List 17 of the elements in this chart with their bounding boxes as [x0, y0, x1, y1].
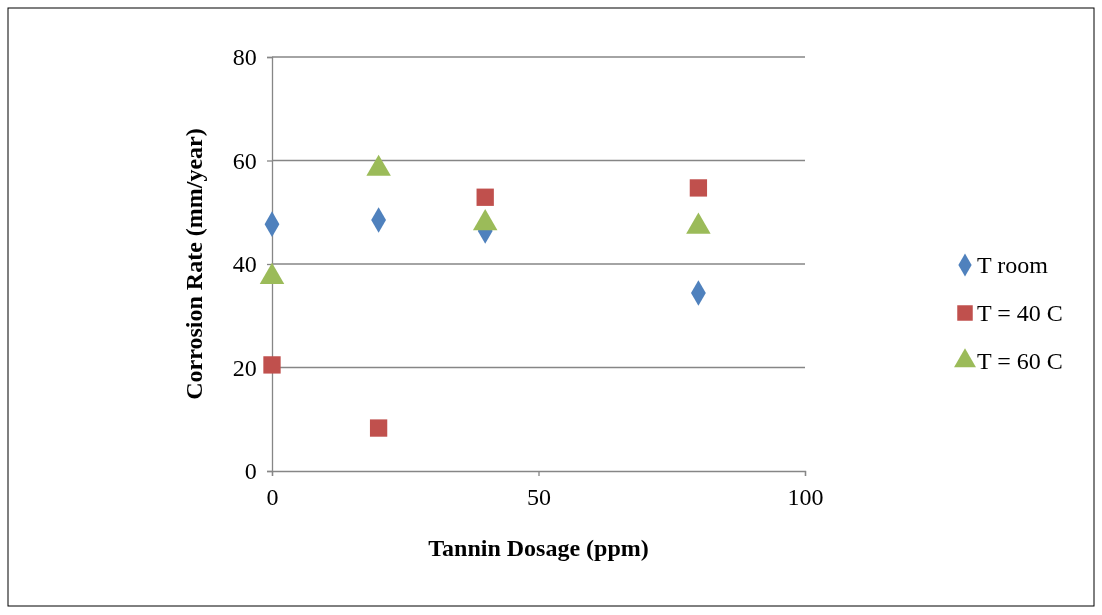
y-tick-label: 20: [232, 354, 257, 381]
y-tick-label: 0: [244, 458, 257, 485]
legend-label: T = 60 C: [977, 348, 1063, 374]
point: [689, 179, 708, 197]
y-tick-label: 60: [232, 147, 257, 174]
x-axis-title: Tannin Dosage (ppm): [428, 535, 649, 561]
x-tick-label: 0: [266, 484, 279, 511]
legend-label: T = 40 C: [977, 300, 1063, 326]
x-tick-label: 50: [527, 484, 551, 511]
point: [263, 356, 281, 374]
point: [476, 188, 494, 206]
y-tick-label: 80: [232, 44, 257, 71]
legend-label: T room: [977, 252, 1049, 278]
y-axis-title: Corrosion Rate (mm/year): [181, 128, 207, 400]
x-tick-label: 100: [787, 484, 824, 511]
point: [369, 419, 388, 437]
y-tick-label: 40: [232, 251, 257, 278]
